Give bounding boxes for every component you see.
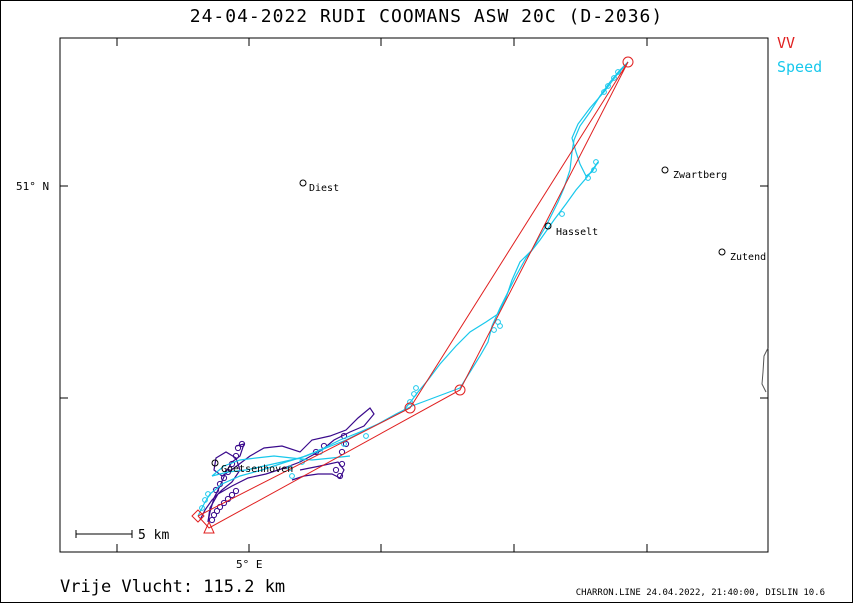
finish-marker	[203, 520, 215, 534]
legend-speed: Speed	[777, 58, 823, 76]
lat-label: 51° N	[16, 180, 49, 193]
place-label-zwartberg: Zwartberg	[673, 170, 727, 181]
place-hasselt: Hasselt	[544, 222, 598, 238]
turnpoint-3	[454, 384, 466, 396]
place-label-diest: Diest	[309, 183, 339, 194]
start-marker	[191, 509, 205, 523]
place-label-hasselt: Hasselt	[556, 227, 598, 238]
task-line	[197, 61, 629, 529]
speed-track	[197, 61, 629, 517]
scale-bar-label: 5 km	[138, 528, 169, 543]
place-diest: Diest	[299, 179, 339, 194]
place-zutend: Zutend	[718, 248, 766, 263]
speed-markers	[199, 69, 621, 511]
turnpoint-2	[622, 56, 634, 68]
place-zwartberg: Zwartberg	[661, 166, 727, 181]
map-title: 24-04-2022 RUDI COOMANS ASW 20C (D-2036)	[189, 6, 664, 27]
plot-frame	[59, 37, 769, 553]
climb-markers	[208, 432, 350, 524]
legend-vv: VV	[777, 34, 796, 52]
flight-distance: Vrije Vlucht: 115.2 km	[60, 577, 286, 597]
place-goetsenhoven: Goetsenhoven	[211, 459, 293, 475]
place-label-zutend: Zutend	[730, 252, 766, 263]
footer-credit: CHARRON.LINE 24.04.2022, 21:40:00, DISLI…	[575, 588, 825, 598]
border-line	[761, 347, 769, 393]
axis-ticks	[60, 38, 768, 552]
turnpoints	[191, 56, 634, 534]
scale-bar	[75, 530, 133, 538]
turnpoint-1	[404, 402, 416, 414]
place-label-goetsenhoven: Goetsenhoven	[221, 464, 293, 475]
lon-label: 5° E	[236, 558, 263, 571]
